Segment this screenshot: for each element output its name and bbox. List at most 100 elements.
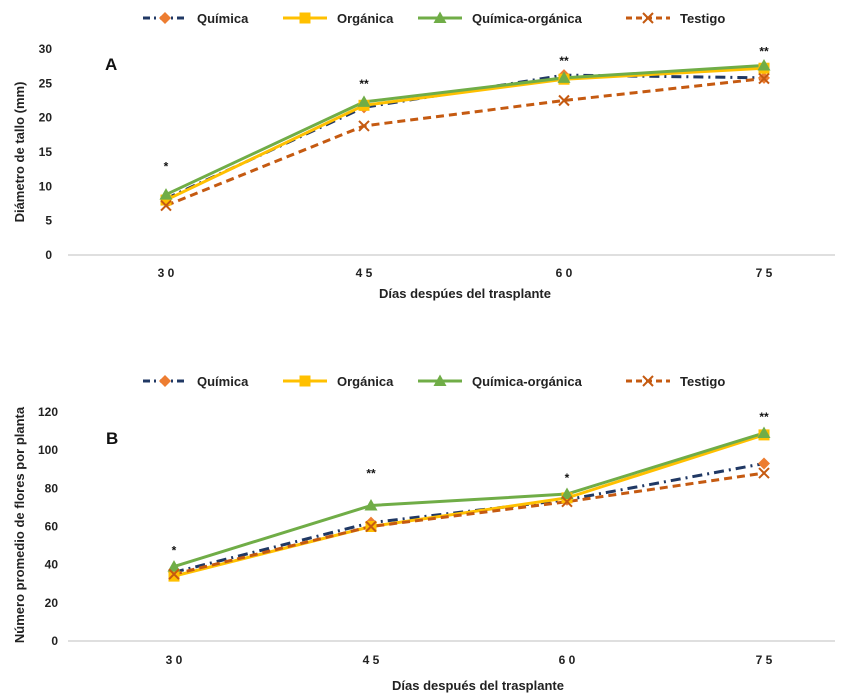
y-tick-label: 5 [45, 214, 52, 228]
data-point [560, 487, 574, 500]
series-line [165, 66, 765, 202]
y-tick-label: 15 [39, 145, 53, 159]
significance-marks-a: ******* [164, 44, 769, 173]
data-point [758, 457, 770, 470]
y-tick-label: 40 [45, 558, 59, 572]
y-tick-label: 25 [39, 76, 53, 90]
x-axis-title-a: Días despúes del trasplante [379, 286, 551, 301]
significance-mark: * [172, 544, 177, 558]
series-markers-a [159, 58, 771, 212]
y-tick-label: 10 [39, 179, 53, 193]
series-line [173, 433, 765, 578]
y-tick-label: 60 [45, 520, 59, 534]
significance-mark: ** [759, 44, 769, 58]
y-ticks-b: 0 20 40 60 80 100 120 [38, 405, 58, 648]
series-markers-b [167, 426, 771, 582]
y-axis-title-b: Número promedio de flores por planta [12, 406, 27, 643]
data-point [160, 194, 172, 206]
x-tick-label: 3 0 [158, 266, 175, 280]
data-point [364, 499, 378, 511]
y-tick-label: 0 [51, 634, 58, 648]
legend-item: Testigo [626, 11, 725, 26]
legend-marker [299, 375, 311, 387]
legend-label: Química [197, 374, 249, 389]
x-ticks-b: 3 0 4 5 6 0 7 5 [166, 653, 773, 667]
y-tick-label: 120 [38, 405, 58, 419]
x-tick-label: 4 5 [356, 266, 373, 280]
data-point [358, 120, 370, 132]
legend-item: Orgánica [283, 11, 394, 26]
y-ticks-a: 0 5 10 15 20 25 30 [39, 42, 53, 262]
legend-item: Química-orgánica [418, 374, 583, 389]
significance-mark: ** [359, 77, 369, 91]
data-point [357, 95, 371, 107]
x-axis-title-b: Días después del trasplante [392, 678, 564, 693]
series-lines-b [173, 431, 765, 578]
significance-mark: * [565, 471, 570, 485]
legend-label: Testigo [680, 11, 725, 26]
series-lines-a [165, 63, 765, 207]
x-tick-label: 6 0 [559, 653, 576, 667]
series-line [165, 63, 765, 196]
significance-mark: * [164, 160, 169, 174]
legend-marker [642, 375, 654, 387]
data-point [758, 72, 770, 85]
y-tick-label: 30 [39, 42, 53, 56]
data-point [557, 71, 571, 83]
data-point [167, 560, 181, 572]
x-tick-label: 6 0 [556, 266, 573, 280]
legend-label: Química-orgánica [472, 374, 583, 389]
significance-mark: ** [559, 54, 569, 68]
data-point [558, 94, 570, 107]
y-tick-label: 20 [39, 111, 53, 125]
legend-a: Química Orgánica Química-orgánica Testigo [143, 11, 725, 26]
series-line [173, 471, 765, 576]
data-point [159, 188, 173, 200]
series-line [173, 431, 765, 569]
panel-label-a: A [105, 55, 117, 74]
legend-marker [159, 12, 171, 24]
data-point [758, 467, 770, 479]
x-tick-label: 4 5 [363, 653, 380, 667]
y-tick-label: 100 [38, 443, 58, 457]
x-tick-label: 7 5 [756, 653, 773, 667]
y-axis-title-a: Diámetro de tallo (mm) [12, 82, 27, 223]
legend-label: Química-orgánica [472, 11, 583, 26]
chart-panel-b: Química Orgánica Química-orgánica Testigo B… [12, 374, 835, 693]
legend-item: Química [143, 11, 249, 26]
series-line [173, 462, 765, 574]
legend-marker [159, 375, 171, 387]
legend-marker [433, 374, 447, 386]
legend-marker [433, 11, 447, 23]
x-ticks-a: 3 0 4 5 6 0 7 5 [158, 266, 773, 280]
panel-label-b: B [106, 429, 118, 448]
legend-marker [642, 12, 654, 24]
chart-panel-a: Química Orgánica Química-orgánica Testigo A… [12, 11, 835, 301]
significance-mark: ** [366, 467, 376, 481]
x-tick-label: 3 0 [166, 653, 183, 667]
y-tick-label: 0 [45, 248, 52, 262]
data-point [757, 426, 771, 438]
series-line [165, 77, 765, 207]
data-point [561, 495, 573, 508]
significance-marks-b: *** *** [172, 410, 769, 558]
legend-marker [299, 12, 311, 24]
y-tick-label: 20 [45, 596, 59, 610]
legend-b: Química Orgánica Química-orgánica Testigo [143, 374, 725, 389]
legend-label: Testigo [680, 374, 725, 389]
legend-label: Orgánica [337, 374, 394, 389]
legend-label: Química [197, 11, 249, 26]
y-tick-label: 80 [45, 481, 59, 495]
legend-item: Testigo [626, 374, 725, 389]
data-point [365, 520, 377, 533]
data-point [168, 568, 180, 580]
data-point [160, 199, 172, 212]
legend-item: Química [143, 374, 249, 389]
significance-mark: ** [759, 410, 769, 424]
x-tick-label: 7 5 [756, 266, 773, 280]
legend-item: Química-orgánica [418, 11, 583, 26]
legend-label: Orgánica [337, 11, 394, 26]
data-point [757, 58, 771, 71]
legend-item: Orgánica [283, 374, 394, 389]
